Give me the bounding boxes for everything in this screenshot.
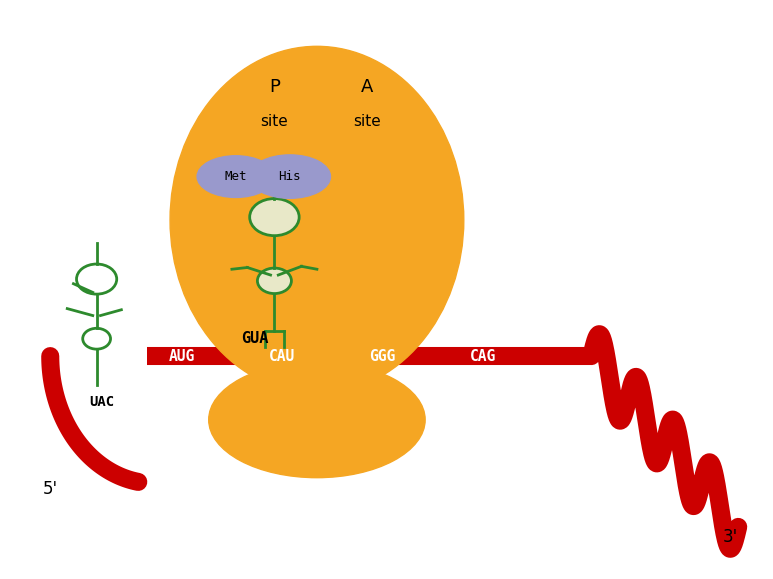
Text: Met: Met [224,170,247,183]
Circle shape [83,328,111,349]
Circle shape [250,199,299,236]
Text: UAC: UAC [90,395,114,409]
Text: A: A [361,78,373,96]
Circle shape [257,268,291,294]
Text: P: P [269,78,280,96]
Circle shape [77,264,117,294]
Text: CAU: CAU [269,349,295,364]
Text: GUA: GUA [241,331,269,346]
Text: His: His [278,170,301,183]
Text: AUG: AUG [169,349,195,364]
Text: 3': 3' [723,528,738,547]
Ellipse shape [249,155,330,198]
Text: site: site [261,114,288,129]
Text: CAG: CAG [470,349,496,364]
Text: GGG: GGG [369,349,396,364]
Ellipse shape [209,362,425,478]
Ellipse shape [170,46,464,394]
Text: 5': 5' [43,480,58,499]
Text: site: site [353,114,381,129]
Ellipse shape [197,156,274,197]
